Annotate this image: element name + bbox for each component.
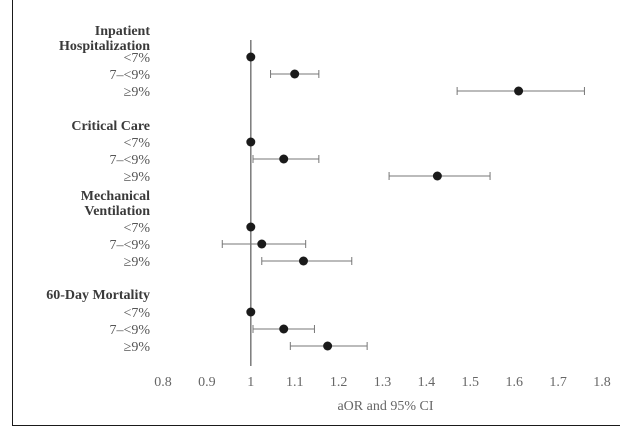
row-label: ≥9% <box>124 340 151 355</box>
x-tick-label: 1.4 <box>418 375 436 390</box>
estimate-point <box>257 239 267 249</box>
estimate-point <box>279 154 289 164</box>
x-tick-label: 1.8 <box>593 375 611 390</box>
group-label: 60-Day Mortality <box>46 288 150 303</box>
estimate-point <box>246 222 256 232</box>
estimate-point <box>290 69 300 79</box>
x-tick-label: 0.9 <box>198 375 216 390</box>
group-label: Hospitalization <box>59 39 150 54</box>
estimate-point <box>432 171 442 181</box>
group-label: Critical Care <box>71 119 150 134</box>
group-label: Inpatient <box>95 24 151 39</box>
row-label: <7% <box>123 221 150 236</box>
row-label: ≥9% <box>124 255 151 270</box>
x-axis-title: aOR and 95% CI <box>337 399 433 414</box>
row-label: 7–<9% <box>109 323 150 338</box>
x-tick-label: 1.1 <box>286 375 304 390</box>
estimate-point <box>298 256 308 266</box>
estimate-point <box>246 137 256 147</box>
estimate-point <box>323 341 333 351</box>
row-label: ≥9% <box>124 170 151 185</box>
row-label: 7–<9% <box>109 238 150 253</box>
row-label: ≥9% <box>124 85 151 100</box>
chart-frame <box>12 0 620 426</box>
row-label: 7–<9% <box>109 68 150 83</box>
row-label: <7% <box>123 306 150 321</box>
group-label: Mechanical <box>81 189 150 204</box>
x-tick-label: 0.8 <box>154 375 172 390</box>
estimate-point <box>279 324 289 334</box>
x-tick-label: 1.3 <box>374 375 392 390</box>
x-tick-label: 1.2 <box>330 375 348 390</box>
estimate-point <box>514 86 524 96</box>
x-tick-label: 1.7 <box>549 375 567 390</box>
x-tick-label: 1.6 <box>505 375 523 390</box>
estimate-point <box>246 307 256 317</box>
row-label: <7% <box>123 136 150 151</box>
x-tick-label: 1 <box>247 375 254 390</box>
row-label: <7% <box>123 51 150 66</box>
row-label: 7–<9% <box>109 153 150 168</box>
estimate-point <box>246 52 256 62</box>
x-tick-label: 1.5 <box>462 375 480 390</box>
group-label: Ventilation <box>84 204 150 219</box>
